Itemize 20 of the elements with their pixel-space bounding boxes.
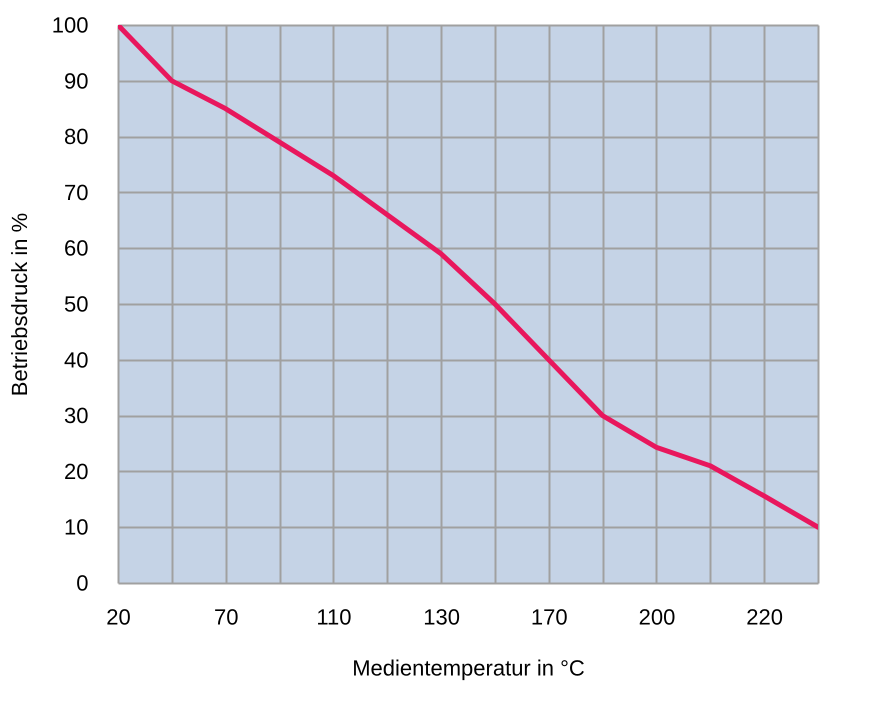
x-tick-label: 130 [423, 604, 460, 630]
y-tick-label: 70 [64, 180, 88, 205]
x-tick-label: 170 [530, 604, 568, 630]
x-tick-label: 70 [214, 604, 238, 630]
y-tick-label: 30 [64, 403, 88, 428]
y-tick-label: 90 [64, 68, 88, 94]
y-tick-label: 60 [64, 236, 88, 261]
x-tick-label: 20 [106, 604, 131, 630]
x-tick-label: 200 [638, 604, 676, 630]
y-tick-label: 20 [64, 458, 88, 484]
y-tick-label: 40 [64, 347, 88, 372]
y-axis-title: Betriebsdruck in % [6, 212, 32, 396]
y-tick-label: 0 [76, 570, 88, 596]
y-tick-label: 10 [64, 514, 88, 540]
x-tick-label: 110 [316, 604, 352, 630]
y-tick-label: 80 [64, 124, 88, 150]
x-axis-title: Medientemperatur in °C [352, 656, 585, 680]
x-tick-label: 220 [746, 604, 784, 630]
y-tick-label: 50 [64, 292, 88, 316]
y-tick-label: 100 [52, 12, 88, 38]
